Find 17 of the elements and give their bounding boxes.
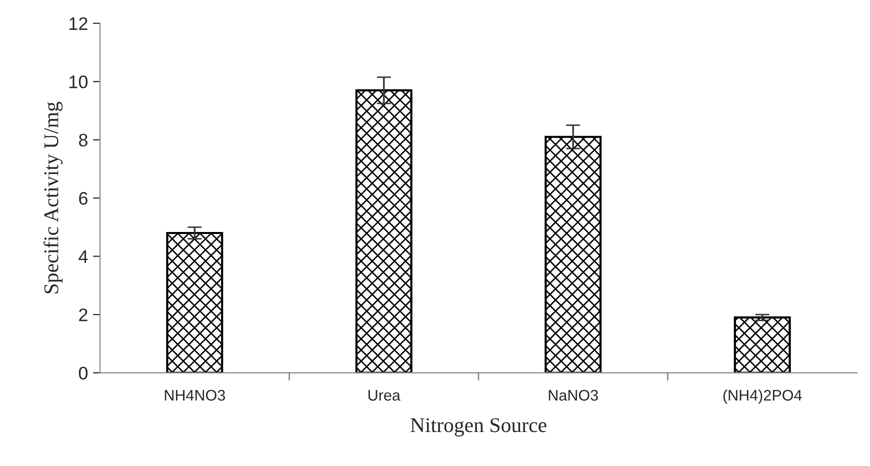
x-tick-label: NH4NO3 bbox=[164, 390, 225, 401]
y-tick-label: 0 bbox=[78, 366, 88, 380]
bar bbox=[544, 136, 602, 373]
y-tick-label: 12 bbox=[70, 17, 88, 30]
bar bbox=[355, 89, 412, 373]
bar bbox=[734, 316, 791, 373]
y-tick-label: 4 bbox=[78, 250, 88, 263]
x-tick-label: (NH4)2PO4 bbox=[723, 389, 802, 404]
y-tick-label: 8 bbox=[78, 134, 88, 147]
y-tick-label: 2 bbox=[79, 308, 88, 322]
y-tick-label: 10 bbox=[70, 75, 88, 88]
y-tick-label: 6 bbox=[79, 192, 88, 205]
y-axis-title: Specific Activity U/mg bbox=[43, 102, 63, 294]
x-tick-label: Urea bbox=[368, 390, 400, 401]
x-axis-title: Nitrogen Source bbox=[410, 418, 546, 436]
bar bbox=[166, 232, 224, 373]
x-tick-label: NaNO3 bbox=[548, 390, 598, 401]
